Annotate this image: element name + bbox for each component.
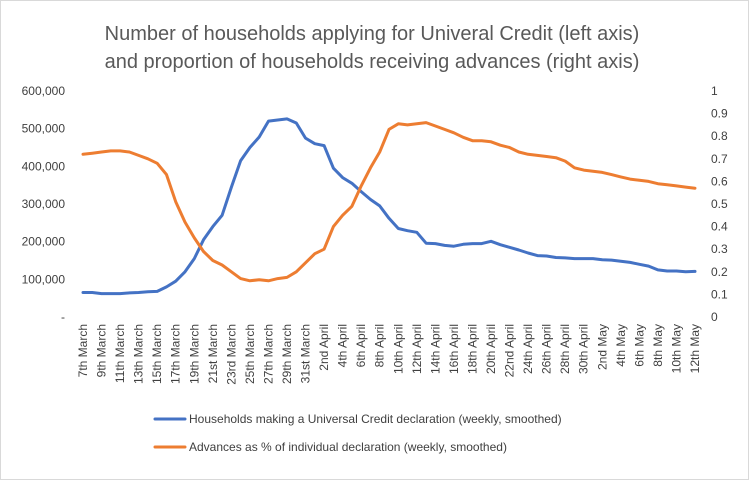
x-axis-tick-label: 16th April xyxy=(447,324,461,374)
x-axis-tick-label: 28th April xyxy=(558,324,572,374)
x-axis-tick-label: 12th May xyxy=(688,324,702,373)
x-axis-tick-label: 29th March xyxy=(280,324,294,384)
right-axis-tick-label: 0.9 xyxy=(711,107,728,121)
left-axis-tick-label: 400,000 xyxy=(22,159,66,173)
chart-title-line-2: and proportion of households receiving a… xyxy=(105,51,640,73)
x-axis-tick-label: 22nd April xyxy=(503,324,517,377)
left-axis-tick-label: - xyxy=(61,310,65,324)
x-axis-tick-label: 6th May xyxy=(632,324,646,367)
right-axis-tick-label: 0.8 xyxy=(711,129,728,143)
x-axis-tick-label: 23rd March xyxy=(224,324,238,385)
right-axis-tick-label: 0.3 xyxy=(711,242,728,256)
x-axis-tick-label: 17th March xyxy=(169,324,183,384)
right-axis: 0 0.1 0.2 0.3 0.4 0.5 0.6 0.7 0.8 0.9 1 xyxy=(711,84,728,324)
series-line-1 xyxy=(81,117,697,296)
series-line-2 xyxy=(81,121,697,283)
x-axis-tick-label: 7th March xyxy=(76,324,90,377)
x-axis-tick-label: 2nd May xyxy=(595,324,609,370)
x-axis-tick-label: 21st March xyxy=(206,324,220,383)
x-axis-tick-label: 12th April xyxy=(410,324,424,374)
left-axis-tick-label: 200,000 xyxy=(22,235,66,249)
x-axis-tick-label: 6th April xyxy=(354,324,368,367)
x-axis-tick-label: 15th March xyxy=(150,324,164,384)
x-axis-tick-label: 10th May xyxy=(669,324,683,373)
right-axis-tick-label: 0.2 xyxy=(711,265,728,279)
right-axis-tick-label: 0.1 xyxy=(711,287,728,301)
right-axis-tick-label: 0.7 xyxy=(711,152,728,166)
x-axis-tick-label: 19th March xyxy=(187,324,201,384)
left-axis-tick-label: 100,000 xyxy=(22,272,66,286)
x-axis-tick-label: 20th April xyxy=(484,324,498,374)
left-axis: - 100,000 200,000 300,000 400,000 500,000 600,… xyxy=(22,84,66,324)
x-axis: 7th March 9th March 11th March 13th March 15… xyxy=(76,324,702,385)
right-axis-tick-label: 1 xyxy=(711,84,718,98)
x-axis-tick-label: 14th April xyxy=(428,324,442,374)
x-axis-tick-label: 13th March xyxy=(132,324,146,384)
x-axis-tick-label: 24th April xyxy=(521,324,535,374)
x-axis-tick-label: 25th March xyxy=(243,324,257,384)
x-axis-tick-label: 8th May xyxy=(651,324,665,367)
legend-label-2: Advances as % of individual declaration … xyxy=(189,440,507,454)
left-axis-tick-label: 600,000 xyxy=(22,84,66,98)
right-axis-tick-label: 0.6 xyxy=(711,174,728,188)
legend-label-1: Households making a Universal Credit dec… xyxy=(189,412,562,426)
x-axis-tick-label: 26th April xyxy=(540,324,554,374)
right-axis-tick-label: 0.4 xyxy=(711,220,728,234)
right-axis-tick-label: 0.5 xyxy=(711,197,728,211)
x-axis-tick-label: 30th April xyxy=(577,324,591,374)
left-axis-tick-label: 500,000 xyxy=(22,122,66,136)
x-axis-tick-label: 8th April xyxy=(373,324,387,367)
x-axis-tick-label: 11th March xyxy=(113,324,127,383)
x-axis-tick-label: 4th May xyxy=(614,324,628,367)
left-axis-tick-label: 300,000 xyxy=(22,197,66,211)
x-axis-tick-label: 9th March xyxy=(95,324,109,377)
x-axis-tick-label: 27th March xyxy=(261,324,275,384)
x-axis-tick-label: 2nd April xyxy=(317,324,331,371)
x-axis-tick-label: 10th April xyxy=(391,324,405,374)
x-axis-tick-label: 31st March xyxy=(299,324,313,383)
plot-area xyxy=(81,117,697,296)
right-axis-tick-label: 0 xyxy=(711,310,718,324)
x-axis-tick-label: 4th April xyxy=(336,324,350,367)
legend: Households making a Universal Credit dec… xyxy=(153,412,562,454)
x-axis-tick-label: 18th April xyxy=(465,324,479,374)
chart-title-line-1: Number of households applying for Univer… xyxy=(105,23,640,45)
